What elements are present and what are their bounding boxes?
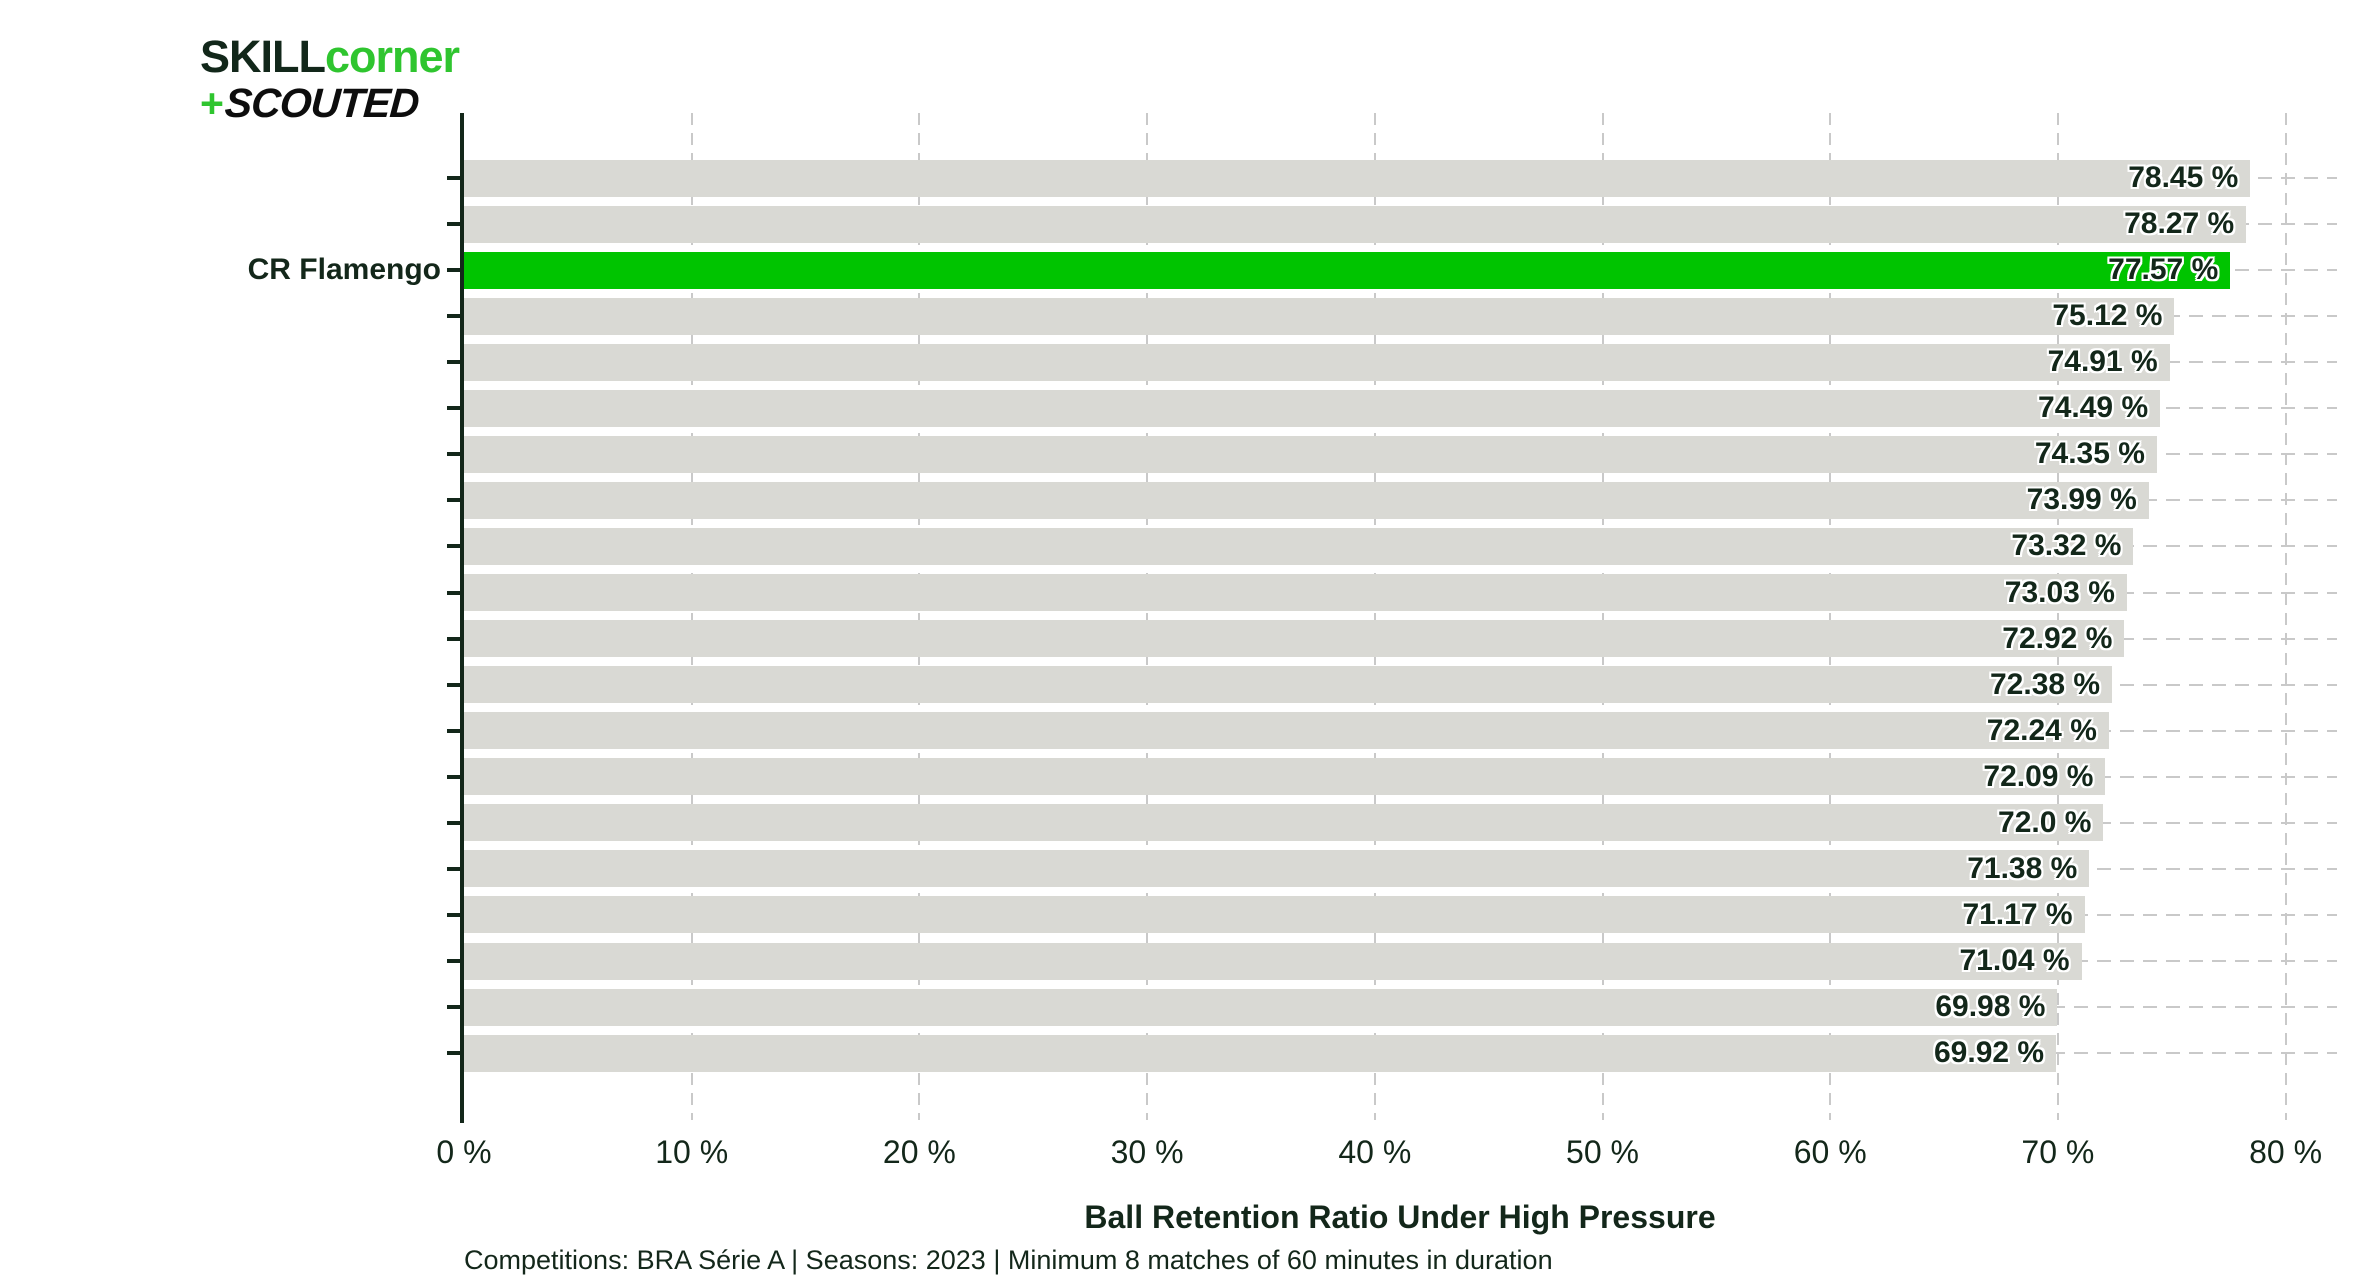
bar-value-label: 72.0 %	[1998, 805, 2092, 839]
bar: 71.38 %	[464, 850, 2090, 888]
bar-value-label: 73.99 %	[2026, 483, 2137, 517]
bar: 72.92 %	[464, 620, 2125, 658]
bar-value-label: 77.57 %	[2108, 253, 2219, 287]
gridline-vertical	[1829, 113, 1832, 1120]
y-axis-tick	[447, 176, 462, 180]
x-tick-label: 10 %	[655, 1134, 729, 1170]
bar-value-label: 78.45 %	[2128, 161, 2239, 194]
bar: 71.17 %	[464, 896, 2085, 934]
y-axis-tick	[447, 959, 462, 964]
bar: 74.91 %	[464, 343, 2170, 381]
x-tick-label: 20 %	[882, 1134, 956, 1170]
y-axis-tick	[447, 866, 462, 871]
bar-value-label: 72.09 %	[1983, 759, 2094, 793]
bar: 72.38 %	[464, 666, 2113, 704]
bar-value-label: 72.24 %	[1986, 713, 2097, 747]
y-axis-team-label: CR Flamengo	[247, 253, 441, 287]
bar-value-label: 78.27 %	[2124, 207, 2235, 241]
x-tick-label: 30 %	[1110, 1134, 1184, 1170]
x-axis-title: Ball Retention Ratio Under High Pressure	[1084, 1199, 1716, 1235]
bar: 71.04 %	[464, 942, 2082, 980]
gridline-vertical	[690, 113, 693, 1120]
y-axis-tick	[447, 1051, 462, 1056]
logo-text-scouted: SCOUTED	[223, 80, 421, 126]
bar-value-label: 71.38 %	[1967, 851, 2078, 885]
y-axis-tick	[447, 590, 462, 595]
x-tick-label: 40 %	[1338, 1134, 1412, 1170]
bar: 78.45 %	[464, 159, 2251, 197]
gridline-vertical	[2284, 113, 2287, 1120]
y-axis-tick	[447, 774, 462, 779]
bar: 78.27 %	[464, 205, 2247, 243]
bar: 69.98 %	[464, 988, 2058, 1026]
gridline-vertical	[1146, 113, 1149, 1120]
gridline-vertical	[2056, 113, 2059, 1120]
bar: 72.09 %	[464, 758, 2106, 796]
bar-highlighted: 77.57 %	[464, 251, 2231, 289]
bar-value-label: 74.91 %	[2047, 345, 2158, 379]
y-axis-tick	[447, 636, 462, 641]
logo-line-skillcorner: SKILLcorner	[200, 31, 460, 82]
y-axis-tick	[447, 728, 462, 733]
bar-value-label: 72.38 %	[1989, 667, 2101, 701]
x-tick-label: 0 %	[436, 1134, 492, 1170]
bar-value-label: 69.92 %	[1933, 1036, 2045, 1070]
bar: 73.03 %	[464, 574, 2127, 612]
bar: 72.24 %	[464, 712, 2109, 750]
y-axis-tick	[447, 912, 462, 917]
bar: 74.49 %	[464, 389, 2161, 427]
plus-icon: +	[200, 80, 224, 126]
logo-text-skill: SKILL	[200, 31, 326, 82]
skillcorner-scouted-logo: SKILLcorner +SCOUTED	[200, 31, 460, 126]
plot-area: 78.45 % 78.27 % 77.57 % 75.12 % 74.91 % 74.49…	[464, 113, 2337, 1120]
y-axis-spine	[460, 113, 464, 1123]
gridline-vertical	[1601, 113, 1604, 1120]
bar-value-label: 73.32 %	[2011, 529, 2122, 563]
bar: 74.35 %	[464, 435, 2157, 473]
x-tick-label: 80 %	[2249, 1134, 2323, 1170]
x-tick-label: 70 %	[2021, 1134, 2095, 1170]
y-axis-tick	[447, 268, 462, 273]
bar: 75.12 %	[464, 297, 2175, 335]
y-axis-tick	[447, 452, 462, 457]
bar-value-label: 75.12 %	[2052, 299, 2163, 333]
y-axis-tick	[447, 820, 462, 825]
x-tick-label: 60 %	[1793, 1134, 1867, 1170]
gridline-vertical	[1373, 113, 1376, 1120]
bar-value-label: 74.35 %	[2034, 437, 2145, 471]
y-axis-tick	[447, 360, 462, 365]
bar: 73.32 %	[464, 527, 2134, 565]
bar-value-label: 71.04 %	[1959, 944, 2070, 978]
logo-line-scouted: +SCOUTED	[200, 80, 459, 126]
bar-value-label: 74.49 %	[2038, 391, 2149, 425]
logo-text-corner: corner	[325, 31, 460, 82]
bar-value-label: 71.17 %	[1962, 897, 2073, 931]
y-axis-tick	[447, 682, 462, 687]
y-axis-tick	[447, 314, 462, 319]
bar-value-label: 69.98 %	[1935, 990, 2046, 1024]
y-axis-tick	[447, 544, 462, 549]
bar: 69.92 %	[464, 1034, 2057, 1072]
bar: 73.99 %	[464, 481, 2149, 519]
bar-value-label: 73.03 %	[2004, 575, 2115, 609]
y-axis-tick	[447, 406, 462, 411]
bar: 72.0 %	[464, 804, 2104, 842]
y-axis-tick	[447, 222, 462, 227]
y-axis-tick	[447, 1005, 462, 1010]
gridline-vertical	[918, 113, 921, 1120]
chart-caption: Competitions: BRA Série A | Seasons: 202…	[464, 1245, 1553, 1275]
y-axis-tick	[447, 498, 462, 503]
x-tick-label: 50 %	[1566, 1134, 1639, 1170]
bar-value-label: 72.92 %	[2002, 621, 2113, 655]
